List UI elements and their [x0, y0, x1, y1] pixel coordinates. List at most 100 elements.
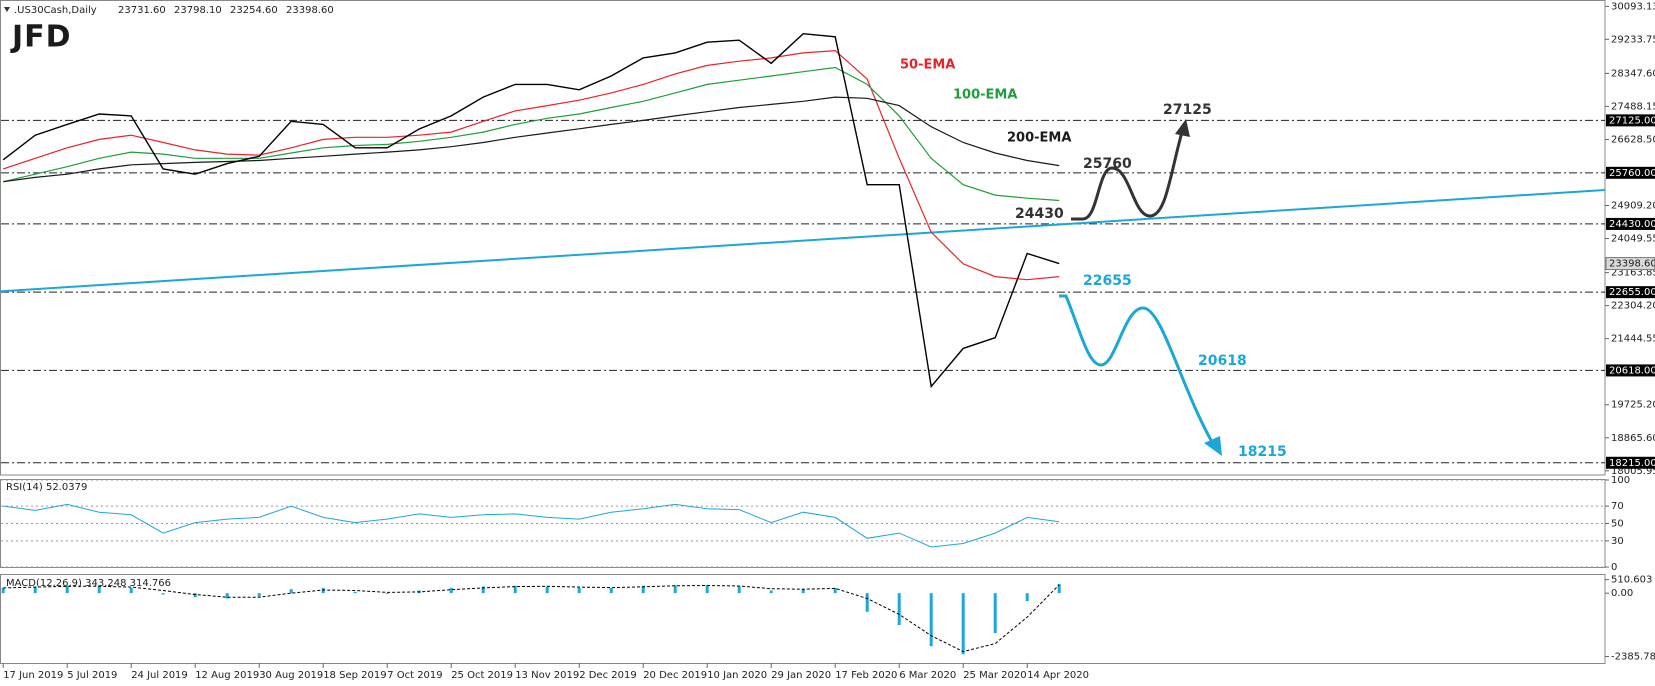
macd-bar — [801, 589, 805, 594]
y-tick-label: 28347.60 — [1611, 68, 1655, 79]
macd-bar — [449, 587, 453, 594]
macd-bar — [545, 586, 549, 594]
level-label: 27125.00 — [1609, 115, 1655, 126]
scenario-label: 27125 — [1163, 102, 1212, 118]
macd-bar — [257, 593, 261, 597]
x-tick-label: 20 Dec 2019 — [643, 670, 707, 681]
scenario-label: 25760 — [1083, 156, 1132, 172]
signal-line — [3, 584, 1060, 653]
trendline — [0, 189, 1606, 293]
macd-label: MACD(12,26,9) 343.248 314.766 — [6, 578, 171, 589]
scenario-label: 22655 — [1083, 273, 1132, 289]
x-tick-label: 17 Feb 2020 — [835, 670, 897, 681]
level-box — [1606, 456, 1655, 469]
y-tick-label: 30093.13 — [1611, 1, 1655, 12]
macd-bar — [225, 593, 229, 599]
price-line — [3, 503, 1060, 548]
bull-arrow-head — [1175, 119, 1190, 137]
scenario-label: 20618 — [1198, 353, 1247, 369]
macd-bar — [897, 593, 901, 626]
ema-label: 100-EMA — [953, 88, 1017, 103]
bear-scenario-arrow — [1059, 294, 1214, 443]
x-tick-label: 14 Apr 2020 — [1027, 670, 1089, 681]
x-tick-label: 13 Nov 2019 — [515, 670, 579, 681]
level-label: 18215.00 — [1609, 458, 1655, 469]
ema-label: 200-EMA — [1007, 131, 1071, 146]
price-line — [2, 32, 1060, 389]
y-tick-label: -2385.789 — [1611, 652, 1655, 663]
x-tick-label: 10 Jan 2020 — [707, 670, 767, 681]
level-label: 25760.00 — [1609, 168, 1655, 179]
level-box — [1606, 217, 1655, 230]
level-label: 24430.00 — [1609, 219, 1655, 230]
macd-bar — [961, 593, 965, 655]
x-tick-label: 12 Aug 2019 — [195, 670, 259, 681]
macd-bar — [577, 587, 581, 594]
ohlc-value: 23254.60 — [230, 5, 278, 16]
macd-bar — [833, 587, 837, 594]
macd-panel — [0, 574, 1606, 664]
logo: JFD — [10, 20, 72, 55]
macd-bar — [321, 587, 325, 594]
level-box — [1606, 286, 1655, 299]
ohlc-value: 23798.10 — [174, 5, 222, 16]
x-tick-label: 25 Oct 2019 — [451, 670, 513, 681]
y-tick-label: 26628.50 — [1611, 134, 1655, 145]
macd-bar — [97, 586, 101, 594]
macd-bar — [385, 593, 389, 594]
price-panel — [0, 0, 1606, 476]
scenario-label: 24430 — [1015, 206, 1064, 222]
ema-line — [3, 66, 1060, 202]
x-tick-label: 7 Oct 2019 — [387, 670, 442, 681]
macd-bar — [929, 593, 933, 647]
x-tick-label: 25 Mar 2020 — [963, 670, 1026, 681]
macd-bar — [353, 591, 357, 594]
level-box — [1606, 364, 1655, 377]
bull-scenario-arrow — [1071, 131, 1184, 221]
y-tick-label: 24049.55 — [1611, 234, 1655, 245]
macd-bar — [481, 586, 485, 594]
y-tick-label: 24909.20 — [1611, 201, 1655, 212]
macd-bar — [129, 587, 133, 594]
ema-label: 50-EMA — [900, 58, 955, 73]
y-tick-label: 29233.75 — [1611, 34, 1655, 45]
y-tick-label: 18865.60 — [1611, 433, 1655, 444]
macd-bar — [641, 585, 645, 594]
macd-bar — [1, 587, 5, 594]
macd-bar — [513, 585, 517, 594]
y-tick-label: 21444.55 — [1611, 334, 1655, 345]
y-tick-label: 100 — [1611, 475, 1630, 486]
y-tick-label: 23163.85 — [1611, 268, 1655, 279]
y-tick-label: 27488.15 — [1611, 101, 1655, 112]
y-tick-label: 18005.95 — [1611, 466, 1655, 477]
y-tick-label: 0 — [1611, 562, 1617, 573]
level-label: 20618.00 — [1609, 365, 1655, 376]
x-tick-label: 6 Mar 2020 — [899, 670, 956, 681]
ohlc-value: 23398.60 — [286, 5, 334, 16]
y-tick-label: 510.603 — [1611, 575, 1652, 586]
macd-bar — [33, 586, 37, 594]
ema-line — [3, 96, 1060, 183]
ema-line — [3, 49, 1060, 281]
y-tick-label: 19725.20 — [1611, 400, 1655, 411]
y-tick-label: 30 — [1611, 536, 1624, 547]
x-tick-label: 5 Jul 2019 — [67, 670, 117, 681]
y-tick-label: 70 — [1611, 501, 1624, 512]
macd-bar — [161, 593, 165, 595]
level-box — [1606, 166, 1655, 179]
x-tick-label: 18 Sep 2019 — [323, 670, 386, 681]
y-tick-label: 50 — [1611, 519, 1624, 530]
macd-bar — [769, 590, 773, 594]
macd-bar — [1057, 584, 1061, 594]
macd-bar — [609, 587, 613, 594]
y-tick-label: 0.00 — [1611, 588, 1633, 599]
chart-title: .US30Cash,Daily — [14, 5, 97, 16]
macd-bar — [289, 589, 293, 594]
macd-bar — [1025, 593, 1029, 602]
macd-bar — [865, 593, 869, 612]
x-tick-label: 30 Aug 2019 — [259, 670, 323, 681]
level-box — [1606, 114, 1655, 127]
menu-icon — [4, 7, 10, 12]
